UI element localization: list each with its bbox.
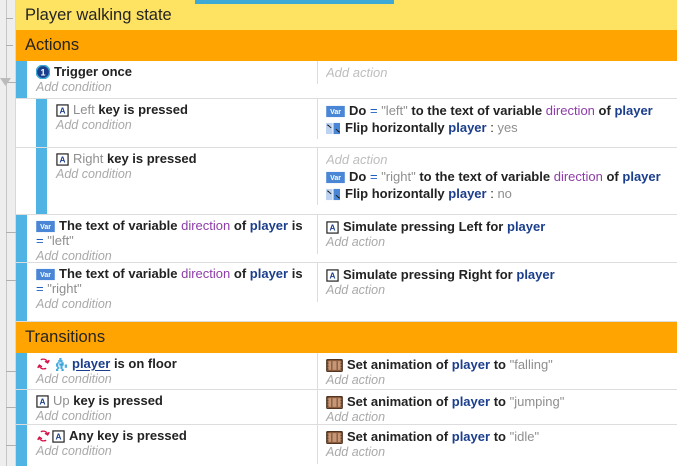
svg-text:A: A — [55, 432, 61, 442]
svg-text:Var: Var — [40, 272, 51, 279]
svg-text:Var: Var — [330, 175, 341, 182]
svg-text:Var: Var — [330, 109, 341, 116]
svg-text:A: A — [329, 271, 335, 281]
svg-text:A: A — [329, 223, 335, 233]
svg-text:A: A — [39, 397, 45, 407]
svg-text:A: A — [59, 155, 65, 165]
svg-text:A: A — [59, 106, 65, 116]
svg-text:1: 1 — [40, 67, 45, 77]
svg-text:Var: Var — [40, 224, 51, 231]
